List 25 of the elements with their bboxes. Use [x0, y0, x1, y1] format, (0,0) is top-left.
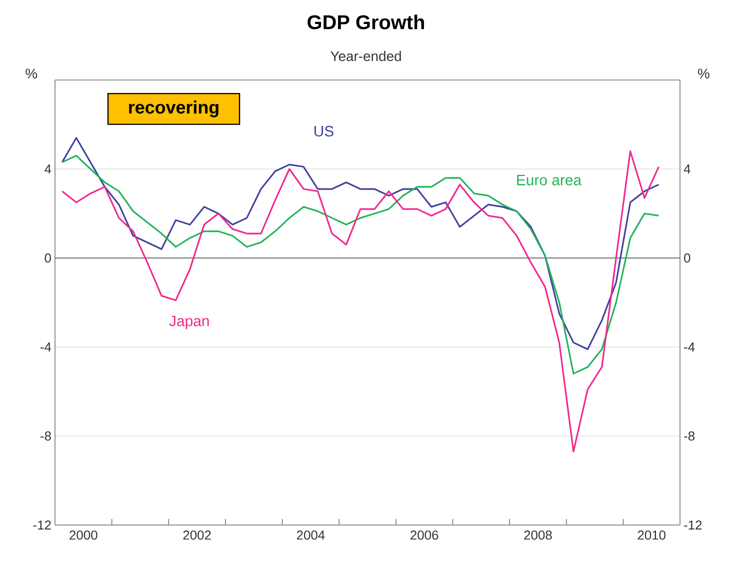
- text: US: [314, 126, 334, 136]
- annotation: recovering: [129, 100, 218, 118]
- y2-axis-title: %: [698, 68, 710, 78]
- y-tick-label: -12: [33, 520, 51, 530]
- y-tick-label: -4: [40, 342, 52, 352]
- y-tick-label: 4: [44, 164, 52, 174]
- y2-tick-label: 4: [684, 164, 690, 174]
- chart-title: GDP Growth: [308, 14, 424, 30]
- x-tick-label: 2002: [183, 530, 211, 540]
- series-label: Japan: [169, 316, 209, 330]
- y2-tick-label: -8: [684, 431, 694, 441]
- y2-tick-label: -12: [684, 520, 702, 530]
- x-tick-label: 2004: [296, 530, 325, 540]
- x-tick-label: 2010: [638, 530, 666, 540]
- series-label: Euro area: [517, 174, 582, 186]
- x-tick-label: 2000: [70, 530, 98, 540]
- y-tick-label: -8: [40, 431, 51, 441]
- y2-tick-label: 0: [684, 253, 690, 263]
- chart-subtitle: Year-ended: [330, 50, 401, 62]
- x-tick-label: 2008: [524, 530, 552, 540]
- y-tick-label: 0: [44, 253, 51, 263]
- x-tick-label: 2006: [410, 530, 438, 540]
- line-series: [61, 150, 660, 452]
- y2-tick-label: -4: [684, 342, 695, 352]
- y-axis-title: %: [26, 68, 38, 78]
